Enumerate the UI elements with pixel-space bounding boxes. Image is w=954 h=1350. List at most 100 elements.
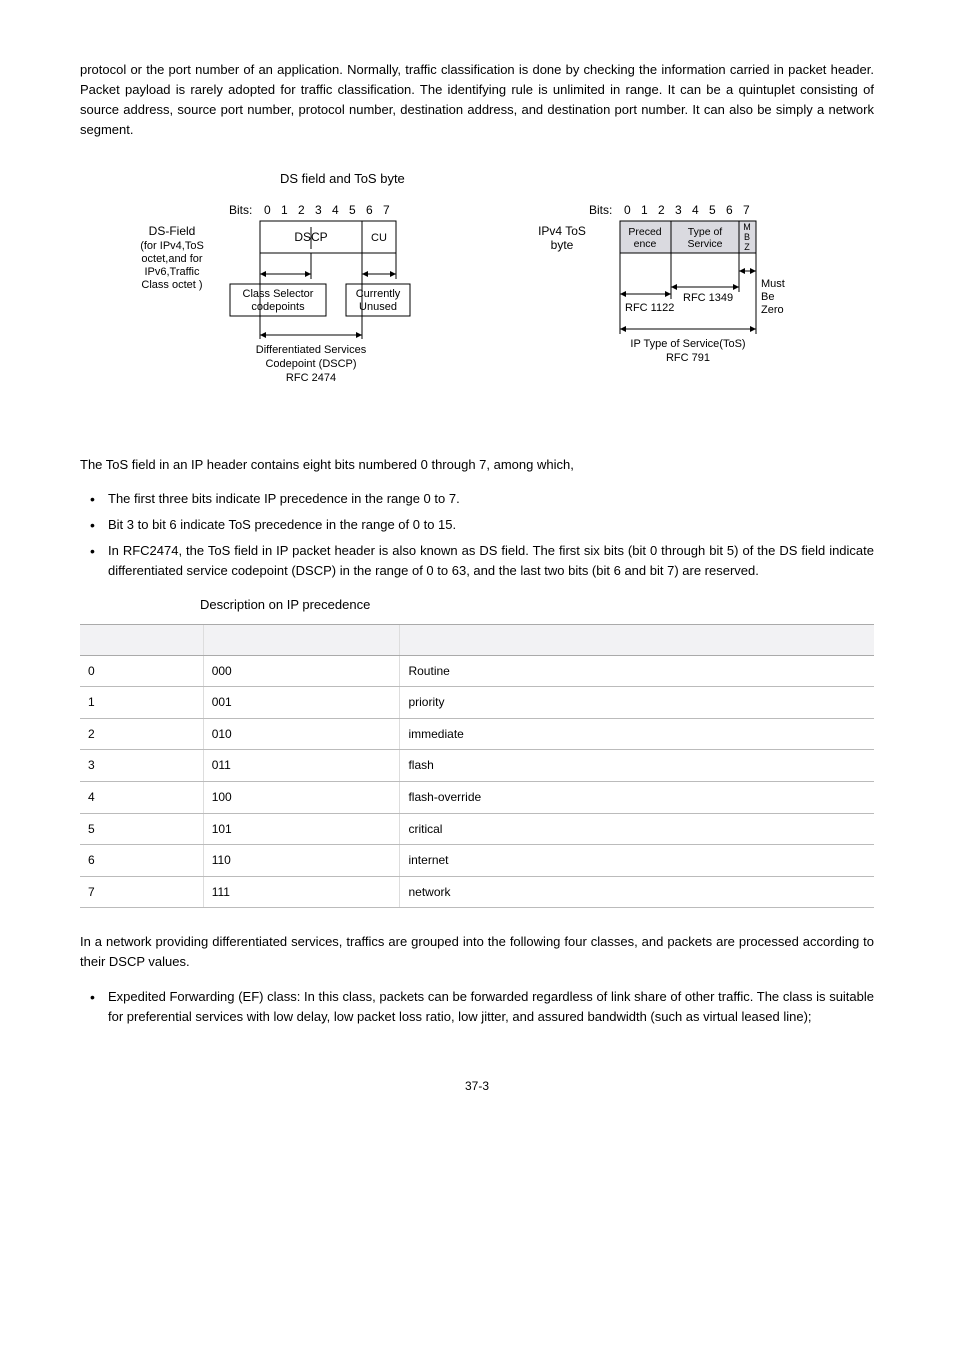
svg-text:B: B <box>744 232 750 242</box>
after-table-para: In a network providing differentiated se… <box>80 932 874 972</box>
svg-text:M: M <box>743 222 751 232</box>
figure-caption: DS field and ToS byte <box>280 169 874 189</box>
bullet-list-2: Expedited Forwarding (EF) class: In this… <box>80 987 874 1027</box>
svg-text:DS-Field: DS-Field <box>149 224 196 238</box>
table-cell: Routine <box>400 655 874 687</box>
table-cell: 3 <box>80 750 203 782</box>
table-cell: 4 <box>80 781 203 813</box>
svg-text:IPv4 ToS: IPv4 ToS <box>538 224 586 238</box>
page-number: 37-3 <box>80 1077 874 1096</box>
svg-text:Preced: Preced <box>628 226 661 238</box>
list-item: The first three bits indicate IP precede… <box>80 489 874 509</box>
svg-text:(for IPv4,ToS: (for IPv4,ToS <box>140 240 204 252</box>
must-be-zero-label: Must Be Zero <box>761 278 785 316</box>
table-cell: 110 <box>203 845 400 877</box>
svg-text:Type of: Type of <box>688 226 723 238</box>
table-cell: 6 <box>80 845 203 877</box>
svg-text:4: 4 <box>332 203 339 217</box>
tos-field-para: The ToS field in an IP header contains e… <box>80 455 874 475</box>
svg-text:6: 6 <box>726 203 733 217</box>
svg-text:6: 6 <box>366 203 373 217</box>
svg-text:Codepoint (DSCP): Codepoint (DSCP) <box>265 358 356 370</box>
table-cell: 010 <box>203 718 400 750</box>
table-cell: flash <box>400 750 874 782</box>
table-cell: 001 <box>203 687 400 719</box>
svg-text:Differentiated Services: Differentiated Services <box>256 344 367 356</box>
table-cell: 000 <box>203 655 400 687</box>
table-cell: 101 <box>203 813 400 845</box>
svg-text:Class Selector: Class Selector <box>243 288 314 300</box>
table-cell: network <box>400 876 874 908</box>
svg-text:RFC 791: RFC 791 <box>666 352 710 364</box>
bullet-list-1: The first three bits indicate IP precede… <box>80 489 874 582</box>
table-header <box>400 624 874 655</box>
svg-text:Unused: Unused <box>359 301 397 313</box>
svg-text:Must: Must <box>761 278 785 290</box>
table-header <box>203 624 400 655</box>
svg-text:1: 1 <box>641 203 648 217</box>
diagram-container: Bits: 0 1 2 3 4 5 6 7 DSCP CU DS-Field (… <box>80 199 874 419</box>
svg-text:Class octet ): Class octet ) <box>141 279 202 291</box>
table-cell: 7 <box>80 876 203 908</box>
table-cell: flash-override <box>400 781 874 813</box>
svg-text:ence: ence <box>634 238 657 250</box>
intro-paragraph: protocol or the port number of an applic… <box>80 60 874 141</box>
table-row: 2010immediate <box>80 718 874 750</box>
svg-text:0: 0 <box>264 203 271 217</box>
svg-text:2: 2 <box>298 203 305 217</box>
ds-field-label: DS-Field (for IPv4,ToS octet,and for IPv… <box>140 224 204 291</box>
table-cell: immediate <box>400 718 874 750</box>
list-item: Expedited Forwarding (EF) class: In this… <box>80 987 874 1027</box>
table-cell: critical <box>400 813 874 845</box>
svg-text:4: 4 <box>692 203 699 217</box>
table-row: 3011flash <box>80 750 874 782</box>
table-cell: 0 <box>80 655 203 687</box>
table-cell: 011 <box>203 750 400 782</box>
svg-text:1: 1 <box>281 203 288 217</box>
svg-text:Zero: Zero <box>761 304 784 316</box>
svg-text:IPv6,Traffic: IPv6,Traffic <box>144 266 200 278</box>
table-row: 1001priority <box>80 687 874 719</box>
ip-tos-label: IP Type of Service(ToS) RFC 791 <box>630 338 745 364</box>
table-cell: 5 <box>80 813 203 845</box>
table-row: 5101critical <box>80 813 874 845</box>
table-row: 7111network <box>80 876 874 908</box>
ip-precedence-table: 0000Routine1001priority2010immediate3011… <box>80 624 874 909</box>
svg-text:5: 5 <box>349 203 356 217</box>
svg-text:byte: byte <box>551 238 574 252</box>
svg-text:2: 2 <box>658 203 665 217</box>
svg-text:3: 3 <box>315 203 322 217</box>
table-header <box>80 624 203 655</box>
bit-numbers-left: 0 1 2 3 4 5 6 7 <box>264 203 390 217</box>
table-cell: 111 <box>203 876 400 908</box>
table-cell: 2 <box>80 718 203 750</box>
cu-label: CU <box>371 232 387 244</box>
bits-prefix-left: Bits: <box>229 203 252 217</box>
svg-text:Be: Be <box>761 291 774 303</box>
table-cell: 100 <box>203 781 400 813</box>
svg-text:IP Type of Service(ToS): IP Type of Service(ToS) <box>630 338 745 350</box>
rfc1349-label: RFC 1349 <box>683 292 733 304</box>
svg-text:octet,and for: octet,and for <box>141 253 202 265</box>
svg-text:7: 7 <box>383 203 390 217</box>
bits-prefix-right: Bits: <box>589 203 612 217</box>
svg-text:Service: Service <box>687 238 722 250</box>
ipv4-tos-label: IPv4 ToS byte <box>538 224 586 252</box>
svg-text:7: 7 <box>743 203 750 217</box>
tos-byte-diagram: Bits: 0 1 2 3 4 5 6 7 Preced ence Type o… <box>507 199 837 419</box>
table-cell: 1 <box>80 687 203 719</box>
table-cell: priority <box>400 687 874 719</box>
bit-numbers-right: 0 1 2 3 4 5 6 7 <box>624 203 750 217</box>
svg-text:0: 0 <box>624 203 631 217</box>
svg-text:3: 3 <box>675 203 682 217</box>
table-cell: internet <box>400 845 874 877</box>
table-caption: Description on IP precedence <box>200 595 874 615</box>
svg-text:Z: Z <box>744 242 750 252</box>
ds-field-diagram: Bits: 0 1 2 3 4 5 6 7 DSCP CU DS-Field (… <box>117 199 447 419</box>
svg-text:5: 5 <box>709 203 716 217</box>
svg-text:codepoints: codepoints <box>251 301 305 313</box>
table-row: 6110internet <box>80 845 874 877</box>
svg-text:RFC 2474: RFC 2474 <box>286 372 336 384</box>
diff-services-label: Differentiated Services Codepoint (DSCP)… <box>256 344 367 384</box>
rfc1122-label: RFC 1122 <box>625 302 674 314</box>
